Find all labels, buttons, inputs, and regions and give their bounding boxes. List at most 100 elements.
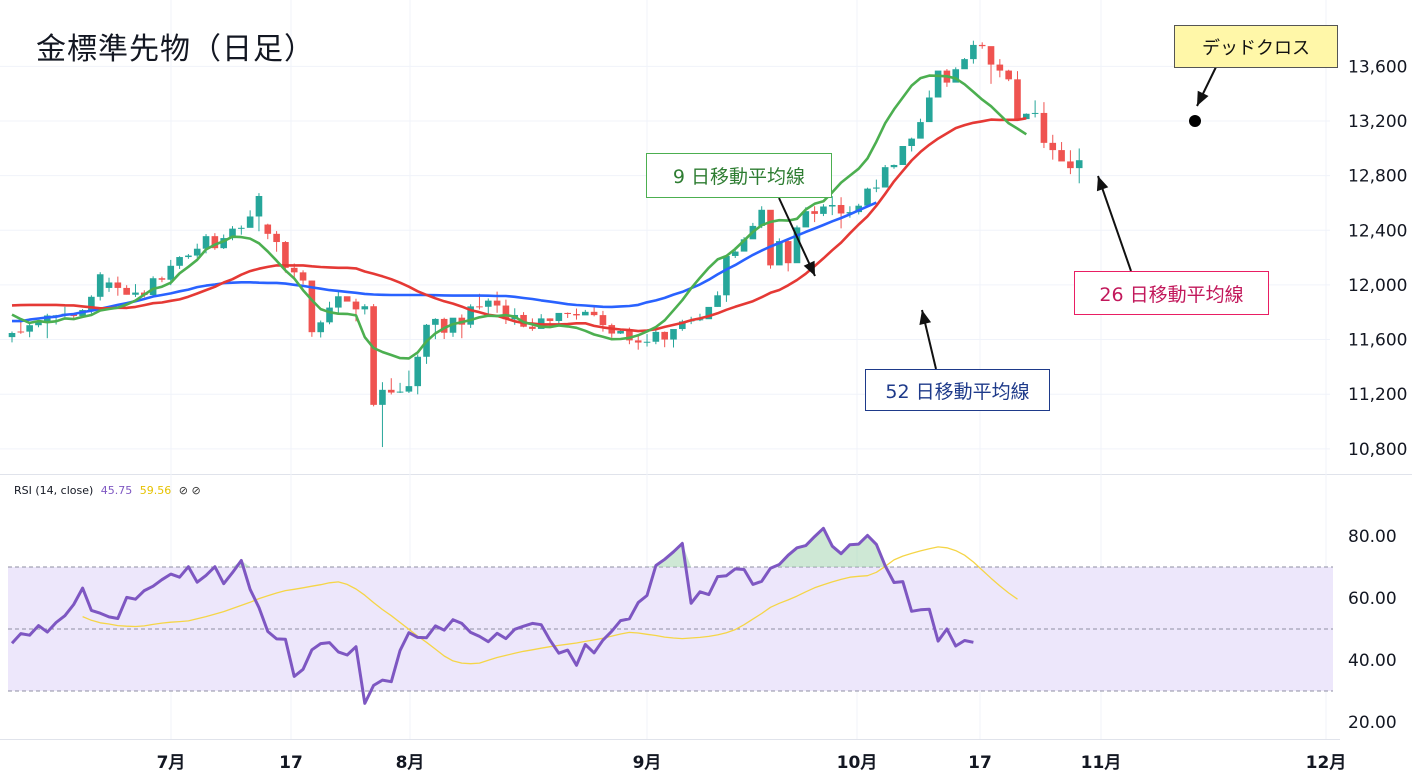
candle: [961, 58, 968, 70]
candle-body: [731, 251, 739, 256]
candle-body: [246, 216, 254, 228]
x-tick-jul-17: 17: [279, 753, 303, 773]
candle-body: [802, 211, 810, 228]
candle-body: [229, 228, 236, 239]
candle: [564, 312, 571, 318]
candle-body: [432, 318, 439, 325]
candle: [1075, 148, 1083, 184]
candle-body: [846, 212, 854, 214]
candle: [670, 329, 677, 348]
candle-body: [26, 325, 33, 332]
candle-body: [1067, 161, 1074, 169]
candle: [246, 210, 254, 228]
candle-body: [961, 59, 968, 70]
candle-body: [952, 69, 960, 83]
candle: [784, 238, 792, 272]
rsi-legend-icons: ⊘ ⊘: [178, 484, 201, 497]
candle: [767, 209, 774, 269]
rsi-legend-value: 45.75: [100, 484, 133, 497]
candle: [714, 291, 721, 307]
rsi-ma-line: [82, 546, 1018, 665]
candle-body: [899, 145, 907, 165]
candle-body: [723, 255, 730, 296]
candle-body: [599, 315, 607, 326]
price-tick-label: 13,600: [1348, 57, 1407, 77]
candle: [308, 280, 316, 337]
candle: [335, 291, 342, 315]
candle-body: [370, 306, 377, 405]
candle: [96, 272, 104, 301]
candle: [873, 179, 880, 193]
candle-body: [555, 312, 563, 321]
ma26-arrow: [1096, 175, 1132, 272]
candle-body: [1049, 142, 1057, 151]
candle-body: [193, 248, 201, 256]
candle: [17, 321, 25, 334]
candle-body: [758, 209, 765, 226]
candle-body: [696, 319, 704, 321]
candle-body: [282, 242, 289, 268]
x-tick-oct-17: 17: [968, 753, 992, 773]
candle-body: [493, 300, 501, 306]
candle: [1031, 100, 1039, 118]
candle: [149, 276, 157, 297]
candle-body: [617, 330, 624, 334]
dead-cross-arrow: [1196, 66, 1217, 107]
candle-body: [361, 306, 369, 310]
candle-body: [820, 206, 827, 214]
candle-body: [387, 389, 395, 393]
candle: [211, 233, 219, 250]
candle-body: [149, 278, 157, 296]
ma9-arrow: [778, 197, 816, 277]
candle: [361, 304, 369, 315]
candle-body: [934, 70, 942, 98]
candle: [996, 59, 1004, 78]
candle: [255, 193, 263, 232]
candle-body: [626, 330, 633, 341]
ma52-line: [12, 201, 877, 323]
candle-body: [978, 44, 986, 47]
candle-body: [414, 356, 422, 387]
candle: [634, 336, 642, 350]
candle: [590, 307, 598, 317]
candle: [1049, 134, 1057, 160]
candle: [1040, 102, 1048, 149]
rsi-legend: RSI (14, close) 45.75 59.56 ⊘ ⊘: [14, 484, 201, 497]
dead-cross-marker: [1189, 115, 1201, 127]
candle: [837, 197, 845, 229]
x-tick-sep: 9月: [633, 753, 662, 773]
candle-body: [255, 195, 263, 217]
candle: [793, 225, 801, 264]
candle: [899, 145, 907, 165]
candle: [608, 323, 616, 338]
price-tick-label: 10,800: [1348, 440, 1407, 460]
candle: [828, 196, 836, 216]
candle-body: [705, 306, 713, 320]
candle: [343, 296, 351, 302]
candle: [652, 329, 660, 345]
price-tick-label: 11,600: [1348, 331, 1407, 351]
candle-body: [176, 257, 183, 266]
candle: [458, 314, 466, 339]
rsi-tick-label: 60.00: [1348, 589, 1397, 609]
candle: [1023, 113, 1030, 120]
candle: [917, 118, 924, 139]
dead-cross-label: デッドクロス: [1174, 25, 1338, 68]
candle-body: [326, 307, 333, 323]
candle-body: [529, 326, 536, 329]
candle-body: [220, 238, 227, 249]
candle-body: [828, 205, 836, 207]
price-tick-label: 12,400: [1348, 221, 1407, 241]
x-tick-jul: 7月: [157, 753, 186, 773]
candle: [820, 204, 827, 217]
rsi-tick-label: 40.00: [1348, 651, 1397, 671]
candle: [193, 243, 201, 258]
candle-body: [784, 241, 792, 264]
candle: [264, 223, 272, 240]
x-tick-oct: 10月: [837, 753, 878, 773]
candle-body: [873, 187, 880, 189]
candle-body: [917, 122, 924, 139]
candle-body: [573, 314, 580, 316]
candle: [484, 298, 492, 316]
